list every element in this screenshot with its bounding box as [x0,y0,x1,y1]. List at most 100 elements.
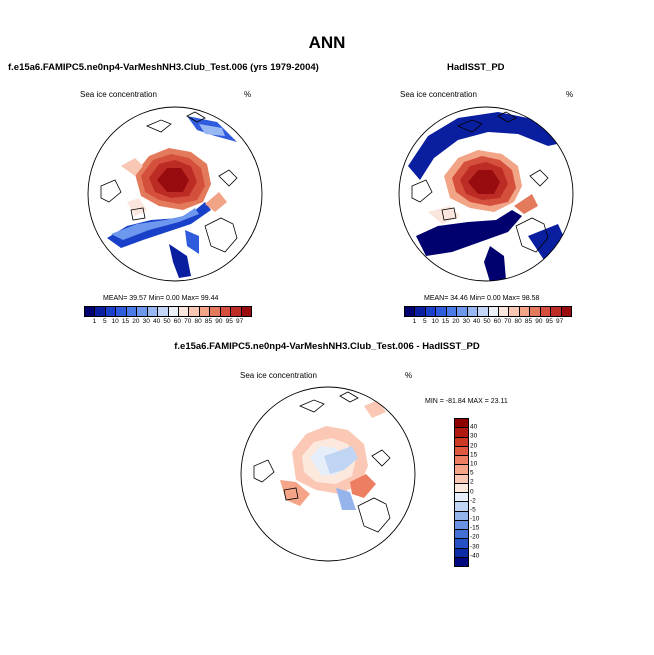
colorbar-tick-label: 20 [132,318,140,325]
colorbar-cell [168,307,179,316]
colorbar-cell [415,307,426,316]
colorbar-tick-label: 40 [153,318,161,325]
panel-1-colorbar [84,306,252,317]
colorbar-tick-label: -15 [470,524,480,532]
colorbar-tick-label: -30 [470,543,480,551]
panel-3-colorbar-ticks: 40 30 20 15 10 5 2 0 -2 -5 -10 -15 -20 -30 -40 [470,418,500,565]
colorbar-cell [561,307,571,316]
colorbar-cell [488,307,499,316]
colorbar-cell [455,511,468,521]
colorbar-cell [446,307,458,316]
colorbar-cell [551,307,562,316]
colorbar-cell [455,474,468,484]
colorbar-tick-label: 5 [422,318,427,325]
colorbar-tick-label: 50 [163,318,171,325]
colorbar-tick-label: -5 [470,506,476,514]
panel-2-title: HadISST_PD [447,62,505,73]
colorbar-tick-label: 95 [225,318,233,325]
panel-2-units-label: % [566,90,574,99]
colorbar-cell [457,307,468,316]
colorbar-tick-label: 85 [524,318,533,325]
panel-1-units-label: % [244,90,252,99]
colorbar-cell [509,307,520,316]
colorbar-tick-label: 70 [184,318,192,325]
colorbar-cell [455,502,468,512]
panel-1-stats: MEAN= 39.57 Min= 0.00 Max= 99.44 [103,295,219,302]
colorbar-cell [455,548,468,558]
colorbar-tick-label: 60 [493,318,501,325]
colorbar-tick-label: 85 [204,318,213,325]
colorbar-tick-label: 20 [452,318,460,325]
colorbar-cell [530,307,541,316]
colorbar-tick-label: 40 [470,423,478,431]
colorbar-cell [137,307,148,316]
colorbar-tick-label: 50 [483,318,491,325]
colorbar-tick-label: 80 [194,318,202,325]
colorbar-cell [85,307,96,316]
colorbar-cell [405,307,416,316]
colorbar-tick-label: 90 [535,318,543,325]
colorbar-cell [126,307,138,316]
panel-3-colorbar [454,418,469,567]
colorbar-cell [455,530,468,540]
colorbar-cell [478,307,489,316]
colorbar-cell [436,307,447,316]
panel-3-stats: MIN = -81.84 MAX = 23.11 [425,398,508,405]
colorbar-tick-label: 20 [470,442,478,450]
colorbar-tick-label: 1 [412,318,417,325]
colorbar-cell [147,307,159,316]
colorbar-tick-label: 2 [470,478,474,486]
colorbar-tick-label: 5 [102,318,107,325]
colorbar-tick-label: 10 [431,318,439,325]
colorbar-cell [455,428,468,438]
colorbar-cell [220,307,232,316]
panel-2-colorbar [404,306,572,317]
colorbar-cell [189,307,200,316]
panel-1-variable-label: Sea ice concentration [80,90,157,99]
colorbar-cell [210,307,221,316]
colorbar-cell [498,307,510,316]
colorbar-tick-label: 90 [215,318,223,325]
colorbar-tick-label: 70 [504,318,512,325]
colorbar-tick-label: 40 [473,318,481,325]
colorbar-cell [105,307,117,316]
colorbar-tick-label: 10 [470,460,478,468]
panel-1-polar-map [87,106,263,282]
colorbar-tick-label: 97 [236,318,244,325]
colorbar-cell [95,307,106,316]
colorbar-cell [199,307,211,316]
colorbar-tick-label: -10 [470,515,480,523]
colorbar-tick-label: 15 [470,451,478,459]
colorbar-cell [455,456,468,466]
colorbar-cell [455,520,468,530]
main-title: ANN [308,33,346,52]
colorbar-cell [116,307,127,316]
colorbar-tick-label: 1 [92,318,97,325]
colorbar-tick-label: -20 [470,533,480,541]
colorbar-tick-label: 15 [441,318,450,325]
colorbar-tick-label: 80 [514,318,522,325]
colorbar-cell [519,307,531,316]
colorbar-cell [540,307,552,316]
colorbar-tick-label: 0 [470,488,474,495]
panel-2-colorbar-ticks: 1 5 10 15 20 30 40 50 60 70 80 85 90 95 97 [404,318,570,328]
colorbar-cell [425,307,437,316]
colorbar-tick-label: -40 [470,552,480,560]
colorbar-cell [241,307,251,316]
colorbar-cell [455,539,468,549]
colorbar-cell [455,465,468,475]
colorbar-cell [467,307,479,316]
colorbar-cell [455,493,468,503]
colorbar-cell [455,483,468,493]
colorbar-tick-label: 15 [121,318,130,325]
colorbar-tick-label: 60 [173,318,181,325]
colorbar-tick-label: 97 [556,318,564,325]
colorbar-tick-label: -2 [470,497,476,505]
colorbar-cell [231,307,242,316]
panel-3-polar-map [240,386,416,562]
panel-3-units-label: % [405,371,413,380]
panel-2-polar-map [398,106,574,282]
panel-2-variable-label: Sea ice concentration [400,90,477,99]
colorbar-cell [455,557,468,566]
colorbar-tick-label: 95 [545,318,553,325]
